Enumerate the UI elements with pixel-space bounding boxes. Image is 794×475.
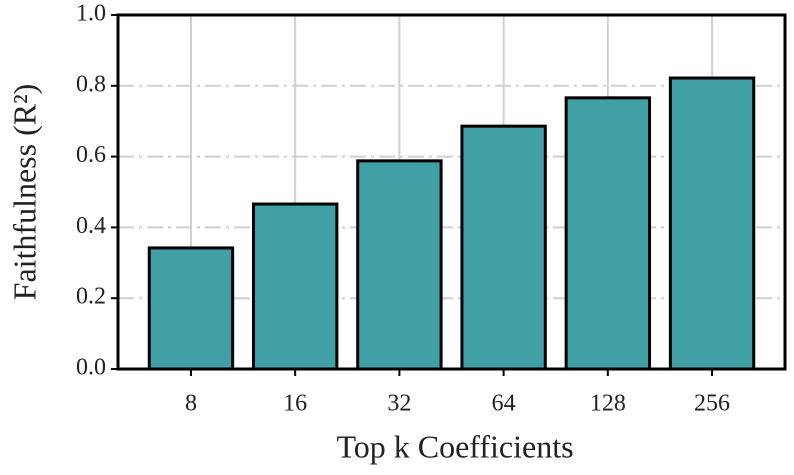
bar [147, 246, 235, 371]
x-tick-label: 32 [387, 391, 411, 417]
bar [460, 124, 547, 371]
x-tick-label: 128 [590, 391, 626, 417]
bar [564, 96, 652, 371]
plot-frame [116, 13, 787, 371]
bar [668, 76, 756, 371]
y-tick-label: 0.8 [76, 71, 106, 97]
x-axis-label: Top k Coefficients [336, 428, 573, 464]
y-axis-label: Faithfulness (R²) [6, 84, 42, 301]
bar [251, 202, 339, 371]
y-tick-label: 0.0 [76, 355, 106, 381]
y-tick-label: 0.2 [76, 284, 106, 310]
y-tick-label: 0.6 [76, 142, 106, 168]
x-tick-label: 16 [283, 391, 307, 417]
bar [356, 159, 443, 371]
x-tick-label: 256 [694, 391, 730, 417]
x-tick-label: 64 [492, 391, 516, 417]
y-tick-label: 1.0 [76, 1, 106, 27]
x-tick-label: 8 [185, 391, 197, 417]
y-tick-label: 0.4 [76, 213, 106, 239]
